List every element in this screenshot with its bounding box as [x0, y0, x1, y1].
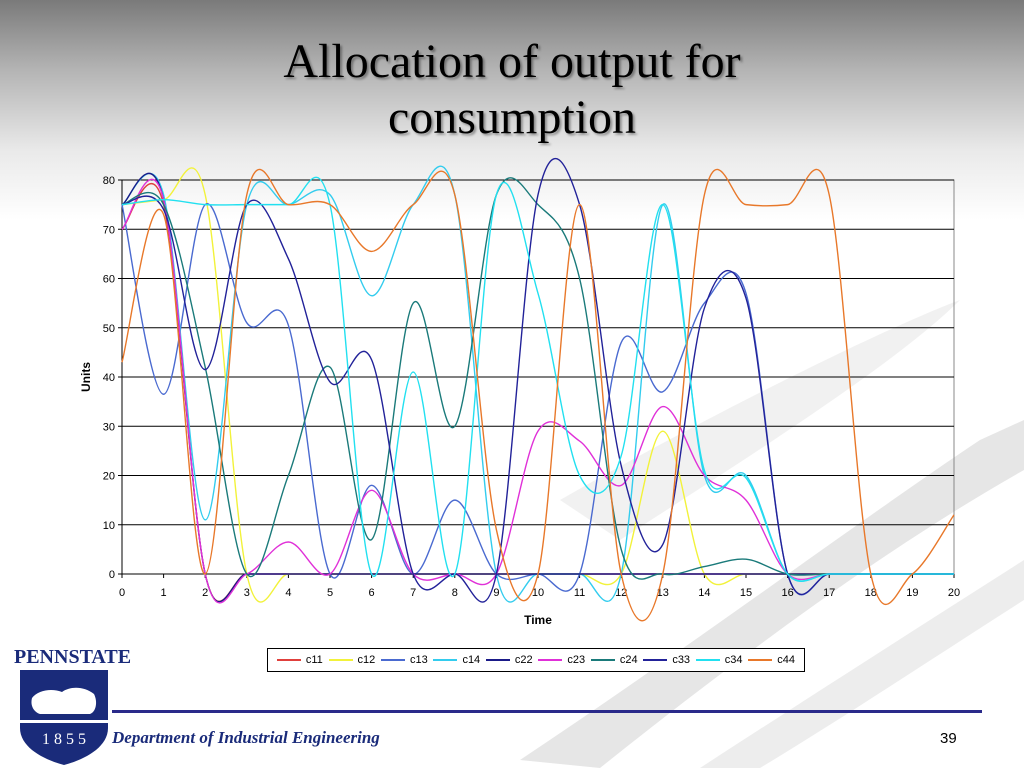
y-tick-label: 80	[103, 175, 115, 187]
legend-swatch	[538, 659, 563, 661]
x-tick-label: 6	[369, 587, 375, 599]
legend-swatch	[695, 659, 720, 661]
legend-label: c34	[724, 654, 743, 666]
legend-item-c33: c33	[643, 654, 690, 666]
legend-item-c34: c34	[695, 654, 743, 666]
series-line-c44	[121, 168, 955, 622]
series-line-c34	[121, 176, 954, 582]
y-tick-label: 60	[103, 274, 115, 286]
x-tick-label: 19	[906, 587, 918, 599]
series-line-c12	[121, 167, 954, 603]
series-line-c14	[121, 165, 954, 603]
x-axis-title: Time	[524, 613, 552, 627]
legend-item-c24: c24	[590, 654, 638, 666]
legend-item-c12: c12	[328, 654, 376, 666]
legend-label: c23	[567, 654, 586, 666]
footer-department: Department of Industrial Engineering	[112, 728, 380, 747]
legend-label: c33	[672, 654, 691, 666]
y-axis-title: Units	[79, 362, 93, 392]
y-tick-label: 40	[103, 372, 115, 384]
legend-swatch	[590, 659, 615, 661]
x-tick-label: 1	[161, 587, 167, 599]
series-line-c23	[121, 178, 954, 604]
legend-item-c14: c14	[433, 654, 480, 666]
legend-item-c22: c22	[485, 654, 533, 666]
series-line-c11	[121, 183, 954, 603]
series-line-c24	[121, 177, 954, 580]
footer-divider	[112, 710, 982, 713]
x-tick-label: 2	[202, 587, 208, 599]
x-tick-label: 4	[285, 587, 291, 599]
x-tick-label: 13	[657, 587, 669, 599]
title-line-1: Allocation of output for	[283, 35, 741, 88]
legend-label: c24	[619, 654, 638, 666]
legend-swatch	[643, 659, 668, 661]
x-tick-label: 18	[865, 587, 877, 599]
y-tick-label: 70	[103, 224, 115, 236]
legend-item-c23: c23	[538, 654, 585, 666]
x-tick-label: 17	[823, 587, 835, 599]
shield-icon: 1 8 5 5	[20, 670, 108, 765]
title-line-2: consumption	[388, 91, 636, 144]
legend-swatch	[380, 659, 405, 661]
legend-label: c22	[514, 654, 533, 666]
x-tick-label: 8	[452, 587, 458, 599]
legend-swatch	[433, 659, 458, 661]
x-tick-label: 12	[615, 587, 627, 599]
legend-label: c14	[462, 654, 481, 666]
x-tick-label: 7	[410, 587, 416, 599]
legend-swatch	[748, 659, 773, 661]
y-tick-label: 10	[103, 520, 115, 532]
legend-item-c13: c13	[380, 654, 428, 666]
legend-item-c11: c11	[276, 654, 323, 666]
legend-item-c44: c44	[748, 654, 795, 666]
x-tick-label: 16	[781, 587, 793, 599]
legend-swatch	[328, 659, 353, 661]
legend-swatch	[485, 659, 510, 661]
legend-label: c11	[305, 654, 323, 666]
x-tick-label: 10	[532, 587, 544, 599]
legend-label: c44	[777, 654, 795, 666]
slide-number: 39	[940, 730, 957, 747]
y-tick-label: 0	[109, 569, 115, 581]
x-tick-label: 20	[948, 587, 960, 599]
x-tick-label: 3	[244, 587, 250, 599]
y-tick-label: 20	[103, 471, 115, 483]
chart-legend: c11 c12 c13 c14 c22 c23 c24 c33 c34 c44	[267, 648, 805, 672]
series-line-c33	[121, 157, 954, 603]
legend-label: c12	[357, 654, 376, 666]
x-tick-label: 0	[119, 587, 125, 599]
x-tick-label: 5	[327, 587, 333, 599]
x-tick-label: 14	[698, 587, 710, 599]
y-tick-label: 30	[103, 421, 115, 433]
slide-title: Allocation of output for consumption	[0, 34, 1024, 146]
x-tick-label: 9	[493, 587, 499, 599]
series-line-c13	[121, 203, 954, 596]
series-line-c22	[121, 172, 954, 603]
pennstate-logo: PENNSTATE 1 8 5 5	[14, 646, 132, 765]
legend-swatch	[276, 659, 301, 661]
logo-year: 1 8 5 5	[42, 731, 86, 748]
x-tick-label: 11	[574, 587, 585, 599]
y-tick-label: 50	[103, 323, 115, 335]
logo-wordmark: PENNSTATE	[14, 646, 132, 668]
legend-label: c13	[409, 654, 428, 666]
x-tick-label: 15	[740, 587, 752, 599]
